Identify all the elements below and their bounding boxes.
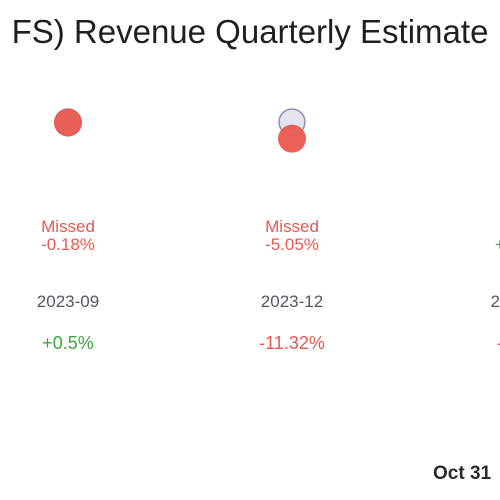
actual-marker — [54, 108, 82, 137]
growth-label: -11.32% — [259, 333, 325, 353]
surprise-label: + — [495, 235, 500, 254]
growth-label: - — [497, 333, 500, 353]
status-label: Missed — [265, 217, 319, 236]
growth-label: +0.5% — [42, 333, 94, 353]
surprise-label: -0.18% — [41, 235, 95, 254]
status-label: Missed — [41, 217, 95, 236]
period-label: 2023-12 — [261, 292, 323, 311]
actual-marker — [278, 124, 306, 153]
footer-date: Oct 31 — [433, 463, 492, 484]
period-label: 20 — [491, 292, 500, 311]
period-label: 2023-09 — [37, 292, 99, 311]
surprise-label: -5.05% — [265, 235, 319, 254]
chart-title: FS) Revenue Quarterly Estimate — [11, 13, 489, 50]
